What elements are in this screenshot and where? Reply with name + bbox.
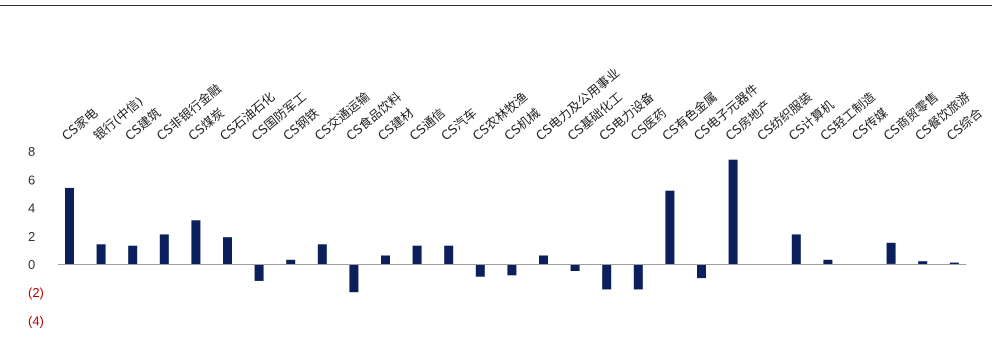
bar: [381, 255, 390, 264]
bar: [159, 234, 169, 264]
bar: [254, 264, 264, 281]
y-axis: 8 6 4 2 0 (2) (4): [28, 144, 44, 328]
bar: [286, 259, 296, 264]
bar: [886, 242, 896, 264]
bar: [96, 244, 106, 264]
bar: [949, 262, 959, 264]
bar: [918, 261, 928, 264]
y-tick-label: 8: [28, 144, 35, 159]
bar: [223, 237, 232, 264]
y-tick-label: 6: [28, 172, 35, 187]
bar: [349, 264, 359, 293]
bar: [507, 264, 517, 276]
bar: [633, 264, 643, 290]
bar: [665, 190, 675, 264]
bar: [475, 264, 485, 277]
y-tick-label: 0: [28, 257, 35, 272]
y-tick-label: 2: [28, 229, 35, 244]
bar: [570, 264, 580, 271]
bar: [65, 187, 74, 264]
bar: [539, 255, 548, 264]
y-tick-label: 4: [28, 201, 35, 216]
bar: [728, 159, 738, 264]
bars: [65, 159, 959, 293]
bar: [602, 264, 612, 290]
bar: [823, 259, 833, 264]
bar: [128, 245, 138, 264]
y-tick-label: (4): [28, 313, 44, 328]
y-tick-label: (2): [28, 285, 44, 300]
bar: [317, 244, 327, 264]
bar: [412, 245, 422, 264]
bar: [191, 220, 201, 264]
x-axis: CS家电银行(中信)CS建筑CS非银行金融CS煤炭CS石油石化CS国防军工CS钢…: [59, 65, 986, 143]
bar: [697, 264, 706, 279]
bar: [444, 245, 454, 264]
bar: [791, 234, 801, 264]
